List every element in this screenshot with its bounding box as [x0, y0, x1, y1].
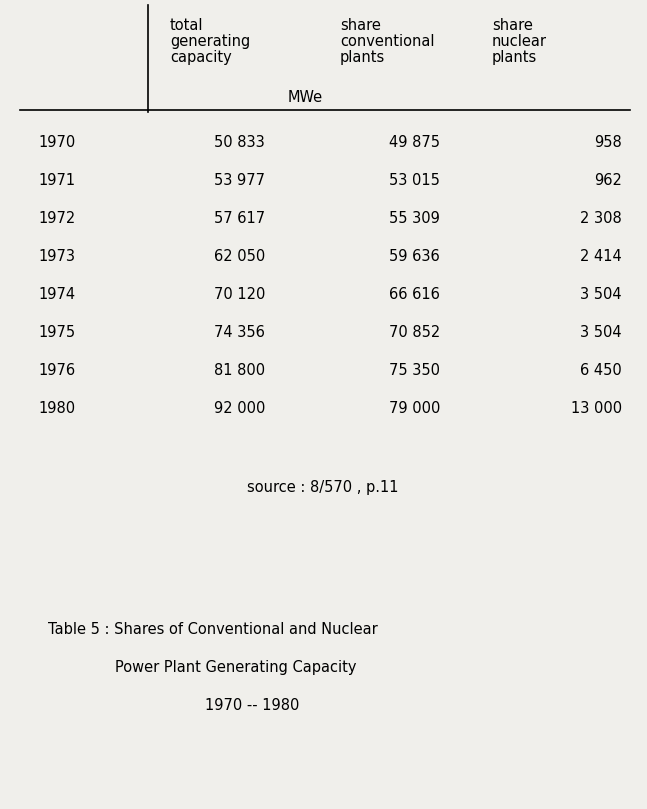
- Text: 13 000: 13 000: [571, 401, 622, 416]
- Text: 962: 962: [594, 173, 622, 188]
- Text: 57 617: 57 617: [214, 211, 265, 226]
- Text: 59 636: 59 636: [389, 249, 440, 264]
- Text: 49 875: 49 875: [389, 135, 440, 150]
- Text: 81 800: 81 800: [214, 363, 265, 378]
- Text: 958: 958: [594, 135, 622, 150]
- Text: source : 8/570 , p.11: source : 8/570 , p.11: [247, 480, 399, 495]
- Text: 70 852: 70 852: [389, 325, 440, 340]
- Text: capacity: capacity: [170, 50, 232, 65]
- Text: 1970 -- 1980: 1970 -- 1980: [205, 698, 300, 713]
- Text: 53 977: 53 977: [214, 173, 265, 188]
- Text: 79 000: 79 000: [389, 401, 440, 416]
- Text: 1975: 1975: [38, 325, 75, 340]
- Text: 53 015: 53 015: [389, 173, 440, 188]
- Text: plants: plants: [340, 50, 385, 65]
- Text: Table 5 : Shares of Conventional and Nuclear: Table 5 : Shares of Conventional and Nuc…: [48, 622, 378, 637]
- Text: Power Plant Generating Capacity: Power Plant Generating Capacity: [115, 660, 356, 675]
- Text: 50 833: 50 833: [214, 135, 265, 150]
- Text: 6 450: 6 450: [580, 363, 622, 378]
- Text: 62 050: 62 050: [214, 249, 265, 264]
- Text: 92 000: 92 000: [214, 401, 265, 416]
- Text: plants: plants: [492, 50, 537, 65]
- Text: 3 504: 3 504: [580, 287, 622, 302]
- Text: 2 414: 2 414: [580, 249, 622, 264]
- Text: 1973: 1973: [38, 249, 75, 264]
- Text: 1972: 1972: [38, 211, 75, 226]
- Text: nuclear: nuclear: [492, 34, 547, 49]
- Text: generating: generating: [170, 34, 250, 49]
- Text: 70 120: 70 120: [214, 287, 265, 302]
- Text: 2 308: 2 308: [580, 211, 622, 226]
- Text: 1971: 1971: [38, 173, 75, 188]
- Text: total: total: [170, 18, 204, 33]
- Text: share: share: [492, 18, 533, 33]
- Text: 1974: 1974: [38, 287, 75, 302]
- Text: conventional: conventional: [340, 34, 435, 49]
- Text: 1970: 1970: [38, 135, 75, 150]
- Text: 1976: 1976: [38, 363, 75, 378]
- Text: MWe: MWe: [287, 90, 323, 105]
- Text: 75 350: 75 350: [389, 363, 440, 378]
- Text: 55 309: 55 309: [389, 211, 440, 226]
- Text: 66 616: 66 616: [389, 287, 440, 302]
- Text: share: share: [340, 18, 381, 33]
- Text: 1980: 1980: [38, 401, 75, 416]
- Text: 3 504: 3 504: [580, 325, 622, 340]
- Text: 74 356: 74 356: [214, 325, 265, 340]
